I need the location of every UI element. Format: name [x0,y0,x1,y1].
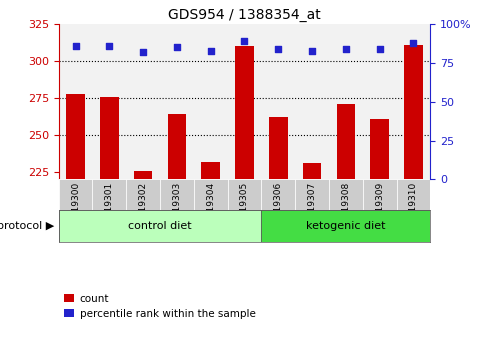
Bar [92,179,126,210]
Bar [201,162,220,179]
Bar [167,114,186,179]
Text: ketogenic diet: ketogenic diet [305,221,385,231]
Point [173,45,181,50]
Bar [160,179,193,210]
Legend: count, percentile rank within the sample: count, percentile rank within the sample [64,294,255,319]
Bar [336,104,354,179]
Point [341,46,349,52]
Bar [227,24,261,179]
Point [307,48,315,53]
Text: GSM19301: GSM19301 [104,182,114,231]
Text: GSM19302: GSM19302 [139,182,147,231]
Bar [227,179,261,210]
Point [240,38,248,44]
Text: GSM19308: GSM19308 [341,182,349,231]
Bar [126,179,160,210]
Bar [396,24,429,179]
Bar [396,179,429,210]
Bar [134,170,152,179]
Bar [362,179,396,210]
Point [408,40,416,46]
Bar [261,24,295,179]
Text: control diet: control diet [128,221,191,231]
Bar [59,24,92,179]
Bar [193,179,227,210]
Bar [369,119,388,179]
Point [375,46,383,52]
Bar [328,24,362,179]
Bar [302,163,321,179]
Bar [92,24,126,179]
Bar [403,45,422,179]
Bar [261,210,429,241]
Bar [59,210,261,241]
Text: protocol ▶: protocol ▶ [0,221,54,231]
Bar [362,24,396,179]
Bar [100,97,119,179]
Bar [193,24,227,179]
Point [206,48,214,53]
Bar [235,46,253,179]
Bar [328,179,362,210]
Text: GSM19303: GSM19303 [172,182,181,231]
Point [72,43,80,49]
Text: GSM19309: GSM19309 [374,182,384,231]
Text: GSM19300: GSM19300 [71,182,80,231]
Bar [160,24,193,179]
Text: GSM19306: GSM19306 [273,182,282,231]
Bar [295,179,328,210]
Text: GSM19304: GSM19304 [206,182,215,231]
Bar [261,179,295,210]
Point [274,46,282,52]
Point [139,49,147,55]
Text: GSM19305: GSM19305 [240,182,248,231]
Bar [295,24,328,179]
Text: GSM19307: GSM19307 [307,182,316,231]
Bar [268,117,287,179]
Bar [66,93,85,179]
Point [105,43,113,49]
Bar [59,179,92,210]
Title: GDS954 / 1388354_at: GDS954 / 1388354_at [168,8,320,22]
Bar [126,24,160,179]
Text: GSM19310: GSM19310 [408,182,417,231]
